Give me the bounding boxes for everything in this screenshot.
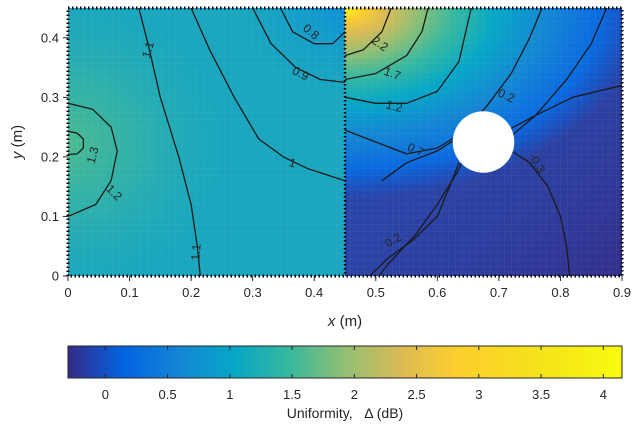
colorbar-tick-label-5: 2.5: [408, 387, 426, 402]
colorbar-tick-label-3: 1.5: [283, 387, 301, 402]
colorbar-tick-label-1: 0.5: [159, 387, 177, 402]
contour-label-8: 1.7: [382, 64, 403, 83]
y-axis-unit: (m): [9, 125, 26, 148]
contour-label-5: 1: [288, 155, 298, 170]
contour-line-7: [344, 8, 429, 81]
colorbar-gradient: [67, 345, 623, 379]
contour-label-10: 0.7: [405, 140, 426, 160]
x-tick-label-0: 0: [64, 285, 71, 300]
x-axis-var: x: [327, 313, 336, 330]
x-tick-label-1: 0.1: [121, 285, 139, 300]
contour-line-5: [68, 102, 118, 217]
x-axis-label: x (m): [327, 313, 362, 330]
colorbar-ticks: 0 0.5 1 1.5 2 2.5 3 3.5 4: [102, 346, 607, 402]
plot-border: [66, 6, 624, 278]
y-tick-label-4: 0.4: [41, 30, 59, 45]
y-tick-label-0: 0: [52, 269, 59, 284]
contour-label-6: 1.1: [188, 243, 203, 261]
contour-line-2: [252, 8, 346, 84]
colorbar-label: Uniformity, Δ (dB): [287, 405, 403, 421]
y-tick-label-1: 0.1: [41, 209, 59, 224]
x-tick-label-7: 0.7: [490, 285, 508, 300]
contour-line-1: [279, 8, 346, 45]
obstacle-circle: [452, 111, 515, 173]
x-tick-label-3: 0.3: [244, 285, 262, 300]
contour-line-8: [344, 8, 472, 104]
x-axis-ticks: 0 0.1 0.2 0.3 0.4 0.5 0.6 0.7 0.8 0.9: [64, 276, 631, 300]
y-tick-label-3: 0.3: [41, 90, 59, 105]
contour-line-13: [510, 150, 571, 276]
y-axis-label: y (m): [9, 125, 26, 160]
x-tick-label-8: 0.8: [551, 285, 569, 300]
contour-line-14: [507, 84, 622, 131]
contour-line-3: [190, 8, 346, 182]
x-tick-label-2: 0.2: [182, 285, 200, 300]
x-tick-label-9: 0.9: [613, 285, 631, 300]
colorbar: 0 0.5 1 1.5 2 2.5 3 3.5 4 Uniformity, Δ (dB): [67, 345, 623, 421]
y-axis-ticks: 0 0.1 0.2 0.3 0.4: [41, 30, 68, 284]
contour-label-0: 1.1: [139, 40, 157, 60]
contour-label-11: 0.2: [496, 86, 517, 106]
contour-line-15: [378, 162, 463, 276]
x-axis-unit: (m): [340, 313, 363, 330]
x-tick-label-5: 0.5: [367, 285, 385, 300]
colorbar-tick-label-4: 2: [351, 387, 358, 402]
colorbar-tick-label-0: 0: [102, 387, 109, 402]
contour-label-9: 1.2: [384, 97, 404, 115]
contour-line-0: [138, 8, 201, 276]
contour-line-10: [381, 138, 457, 182]
y-tick-label-2: 0.2: [41, 149, 59, 164]
y-axis-var: y: [9, 150, 26, 160]
x-tick-label-6: 0.6: [428, 285, 446, 300]
colorbar-tick-label-8: 4: [600, 387, 607, 402]
colorbar-tick-label-6: 3: [475, 387, 482, 402]
contour-label-3: 1.3: [84, 145, 102, 165]
x-tick-label-4: 0.4: [305, 285, 323, 300]
colorbar-tick-label-2: 1: [226, 387, 233, 402]
colorbar-tick-label-7: 3.5: [532, 387, 550, 402]
contour-line-11: [510, 8, 608, 137]
contour-line-6: [344, 8, 392, 57]
plot-area: 1.10.80.91.31.211.12.21.71.20.70.2-0.30.…: [68, 8, 622, 276]
contour-line-4: [68, 130, 85, 156]
